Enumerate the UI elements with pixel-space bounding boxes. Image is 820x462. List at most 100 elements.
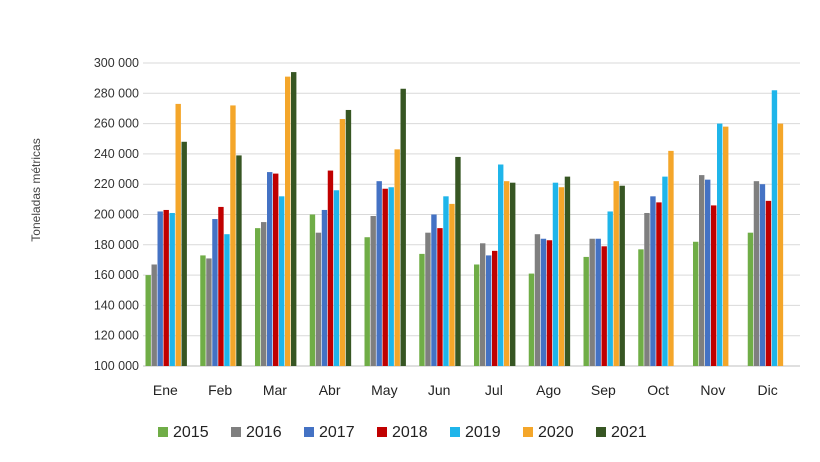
bar-2020-Jun bbox=[449, 203, 455, 366]
legend-label: 2018 bbox=[392, 424, 428, 441]
x-category-label: Mar bbox=[263, 382, 287, 398]
bar-2020-Jul bbox=[504, 181, 510, 366]
legend-swatch bbox=[450, 427, 460, 437]
x-category-label: May bbox=[371, 382, 397, 398]
bar-2020-Mar bbox=[285, 76, 291, 366]
bar-2016-Dic bbox=[753, 181, 760, 366]
legend-label: 2019 bbox=[465, 424, 501, 441]
bar-2019-Ene bbox=[169, 212, 175, 366]
bar-2015-Feb bbox=[200, 255, 206, 366]
bar-2019-Oct bbox=[662, 176, 668, 366]
bar-2018-Jun bbox=[437, 228, 443, 366]
bar-2017-Ago bbox=[540, 238, 547, 366]
bar-2016-Mar bbox=[261, 222, 267, 366]
bar-2020-Ene bbox=[175, 103, 181, 366]
bar-2021-Ago bbox=[564, 176, 571, 366]
bar-2016-Oct bbox=[644, 212, 650, 366]
bar-2021-Sep bbox=[619, 185, 625, 366]
bar-2019-Jun bbox=[443, 196, 449, 366]
bar-2015-Abr bbox=[309, 214, 316, 366]
y-tick-label: 140 000 bbox=[94, 298, 139, 312]
y-tick-label: 100 000 bbox=[94, 359, 139, 373]
x-category-label: Ene bbox=[153, 382, 178, 398]
y-tick-label: 220 000 bbox=[94, 177, 139, 191]
legend-swatch bbox=[596, 427, 606, 437]
bar-2017-Ene bbox=[157, 211, 163, 366]
legend-swatch bbox=[304, 427, 314, 437]
bar-2017-Jul bbox=[486, 255, 492, 366]
bar-2019-Mar bbox=[279, 196, 285, 366]
bar-2018-Nov bbox=[711, 205, 717, 366]
legend-label: 2015 bbox=[173, 424, 209, 441]
bar-2021-Abr bbox=[345, 109, 352, 366]
bar-2019-Feb bbox=[224, 234, 230, 366]
legend-label: 2021 bbox=[611, 424, 647, 441]
bar-2015-Sep bbox=[583, 256, 589, 366]
y-tick-label: 160 000 bbox=[94, 268, 139, 282]
bar-2017-Jun bbox=[431, 214, 437, 366]
y-axis-ticks: 100 000 120 000 140 000 160 000 180 000 200 0… bbox=[94, 56, 139, 373]
bar-2017-Sep bbox=[595, 238, 601, 366]
bar-2019-Nov bbox=[717, 123, 723, 366]
bar-2020-Ago bbox=[558, 187, 565, 366]
x-axis-categories: Ene Feb Mar Abr May Jun Jul Ago Sep Oct Nov Dic bbox=[153, 382, 778, 398]
y-tick-label: 300 000 bbox=[94, 56, 139, 70]
bar-2018-Dic bbox=[765, 200, 772, 366]
bar-2016-Ene bbox=[151, 264, 157, 366]
legend-swatch bbox=[523, 427, 533, 437]
bar-2020-Dic bbox=[777, 123, 784, 366]
bar-2018-Mar bbox=[273, 173, 279, 366]
legend-label: 2017 bbox=[319, 424, 355, 441]
bar-2021-Jul bbox=[510, 182, 516, 366]
y-tick-label: 200 000 bbox=[94, 208, 139, 222]
bar-2017-Abr bbox=[321, 209, 328, 366]
bars bbox=[145, 72, 784, 367]
bar-2016-Feb bbox=[206, 258, 212, 366]
x-category-label: Jul bbox=[485, 382, 503, 398]
bar-2016-May bbox=[370, 216, 376, 366]
bar-2015-Ago bbox=[528, 273, 535, 366]
legend-swatch bbox=[158, 427, 168, 437]
bar-2020-Sep bbox=[613, 181, 619, 366]
legend-label: 2016 bbox=[246, 424, 282, 441]
x-category-label: Dic bbox=[758, 382, 778, 398]
bar-2021-May bbox=[400, 88, 406, 366]
y-tick-label: 260 000 bbox=[94, 117, 139, 131]
x-category-label: Oct bbox=[647, 382, 669, 398]
bar-2018-Oct bbox=[656, 202, 662, 366]
x-category-label: Feb bbox=[208, 382, 232, 398]
bar-2015-Oct bbox=[638, 249, 644, 366]
bar-2019-Abr bbox=[333, 190, 340, 366]
bar-2015-Dic bbox=[747, 232, 754, 366]
bar-2015-Mar bbox=[255, 228, 261, 366]
bar-2017-Mar bbox=[267, 172, 273, 366]
bar-2020-Feb bbox=[230, 105, 236, 367]
bar-2015-Nov bbox=[693, 241, 699, 366]
bar-2020-Nov bbox=[723, 126, 729, 366]
bar-2018-Sep bbox=[601, 246, 607, 366]
bar-2015-Jun bbox=[419, 253, 425, 366]
bar-2016-Jul bbox=[480, 243, 486, 366]
x-category-label: Ago bbox=[536, 382, 561, 398]
y-axis-label: Toneladas métricas bbox=[29, 138, 43, 241]
bar-2017-Dic bbox=[759, 184, 766, 366]
bar-2015-Jul bbox=[474, 264, 480, 366]
x-category-label: Nov bbox=[700, 382, 725, 398]
y-tick-label: 240 000 bbox=[94, 147, 139, 161]
legend-swatch bbox=[231, 427, 241, 437]
bar-2016-Ago bbox=[534, 234, 541, 366]
bar-2015-May bbox=[364, 237, 370, 366]
bar-2016-Jun bbox=[425, 232, 431, 366]
bar-2021-Mar bbox=[291, 72, 297, 366]
bar-2016-Abr bbox=[315, 232, 322, 366]
bar-2016-Nov bbox=[699, 175, 705, 366]
gridlines bbox=[143, 62, 800, 367]
legend-swatch bbox=[377, 427, 387, 437]
bar-2019-May bbox=[388, 187, 394, 366]
y-tick-label: 280 000 bbox=[94, 86, 139, 100]
bar-2019-Sep bbox=[607, 211, 613, 366]
bar-2018-Ago bbox=[546, 240, 553, 366]
bar-2019-Dic bbox=[771, 90, 778, 367]
bar-2018-Feb bbox=[218, 206, 224, 366]
